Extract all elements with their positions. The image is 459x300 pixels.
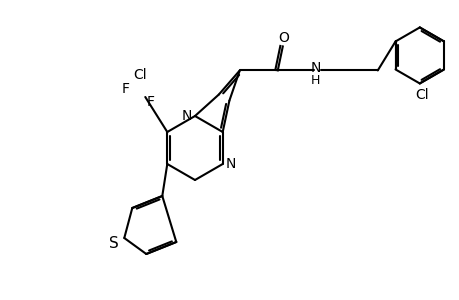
Text: N: N <box>225 157 235 171</box>
Text: H: H <box>310 74 320 87</box>
Text: Cl: Cl <box>133 68 147 82</box>
Text: S: S <box>109 236 119 251</box>
Text: O: O <box>278 32 289 45</box>
Text: N: N <box>310 61 320 75</box>
Text: F: F <box>121 82 129 96</box>
Text: Cl: Cl <box>414 88 428 102</box>
Text: F: F <box>146 95 154 109</box>
Text: N: N <box>181 109 192 123</box>
